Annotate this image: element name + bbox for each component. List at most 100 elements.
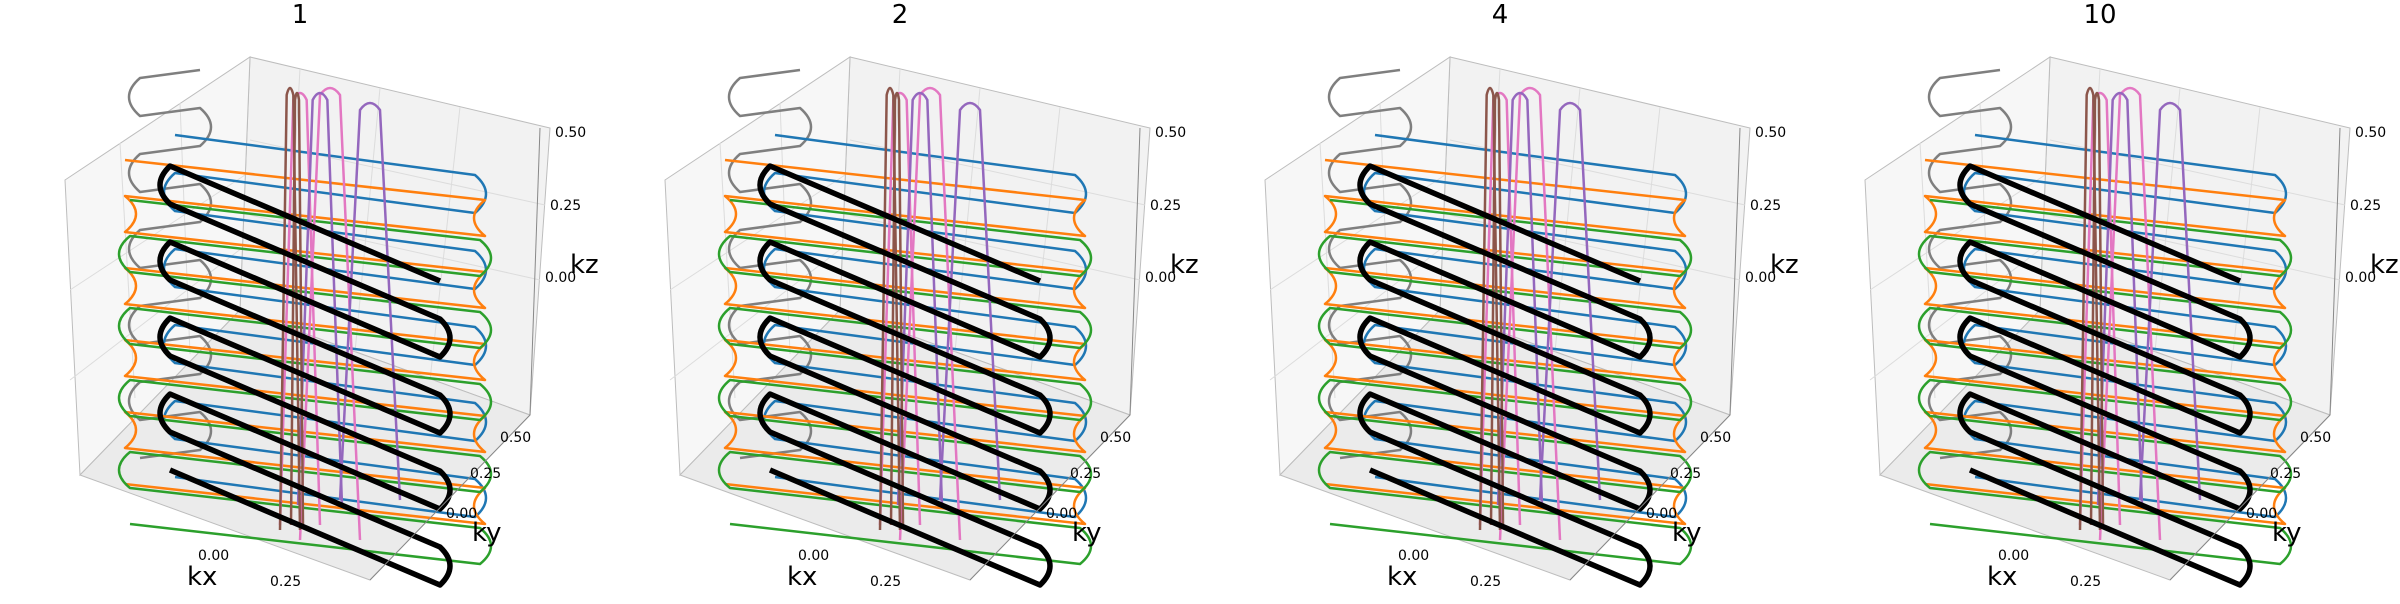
series-gray <box>127 68 213 460</box>
series-gray <box>1327 68 1413 460</box>
series-pink <box>298 86 362 541</box>
grid-line <box>1554 87 1581 353</box>
grid-line <box>1029 106 1061 381</box>
z-axis-title: kz <box>1170 250 1199 280</box>
series-pink <box>898 86 962 541</box>
series-gray <box>1927 68 2013 460</box>
axis-line <box>1569 414 1731 581</box>
grid-line <box>1269 174 1446 291</box>
series-black <box>157 163 453 588</box>
x-axis-title: kx <box>1987 562 2018 592</box>
series-orange <box>123 158 487 526</box>
panel-1 <box>64 56 551 588</box>
grid-line <box>2154 87 2181 353</box>
grid-line <box>249 214 541 281</box>
panel-title: 10 <box>2083 0 2117 30</box>
grid-line <box>1869 174 2046 291</box>
x-tick-label: 0.00 <box>1398 548 1430 564</box>
axis-line <box>969 414 1131 581</box>
x-tick-label: 0.00 <box>198 548 230 564</box>
y-tick-label: 0.50 <box>1700 430 1732 446</box>
z-tick-label: 0.00 <box>1145 270 1177 286</box>
x-tick-label: 0.25 <box>1470 574 1502 590</box>
z-axis-title: kz <box>1770 250 1799 280</box>
z-tick-label: 0.50 <box>1155 125 1187 141</box>
series-brown <box>889 91 905 526</box>
axis-line <box>2169 414 2331 581</box>
series-orange <box>723 158 1087 526</box>
panel-3 <box>1264 56 1751 588</box>
axis-line <box>2329 127 2341 416</box>
series-orange <box>1923 158 2287 526</box>
x-axis-title: kx <box>1387 562 1418 592</box>
series-black <box>1957 163 2253 588</box>
y-tick-label: 0.00 <box>1646 506 1678 522</box>
series-green <box>717 198 1093 566</box>
grid-line <box>429 106 461 381</box>
axis-line <box>529 127 541 416</box>
y-axis-title: ky <box>472 518 502 548</box>
series-purple <box>296 91 344 506</box>
grid-line <box>1869 247 2043 381</box>
panel-title: 2 <box>891 0 909 30</box>
series-brown <box>2089 91 2105 526</box>
series-black <box>1357 163 1653 588</box>
series-brown <box>1478 86 1502 531</box>
series-pink <box>2098 86 2162 541</box>
z-tick-label: 0.00 <box>1745 270 1777 286</box>
axis-line <box>369 414 531 581</box>
series-brown <box>2078 86 2102 531</box>
series-purple <box>1538 101 1602 501</box>
series-brown <box>878 86 902 531</box>
z-tick-label: 0.50 <box>555 125 587 141</box>
series-green <box>117 198 493 566</box>
grid-line <box>669 174 846 291</box>
grid-line <box>669 247 843 381</box>
x-axis-title: kx <box>787 562 818 592</box>
series-pink <box>1498 86 1562 541</box>
series-purple <box>2138 101 2202 501</box>
grid-line <box>1449 214 1741 281</box>
x-tick-label: 0.25 <box>870 574 902 590</box>
z-tick-label: 0.25 <box>1750 198 1782 214</box>
x-tick-label: 0.00 <box>798 548 830 564</box>
axis-line <box>1729 127 1741 416</box>
y-tick-label: 0.00 <box>446 506 478 522</box>
grid-line <box>954 87 981 353</box>
grid-line <box>849 214 1141 281</box>
y-axis-title: ky <box>2272 518 2302 548</box>
panel-title: 4 <box>1491 0 1509 30</box>
series-orange <box>1323 158 1687 526</box>
grid-line <box>1269 247 1443 381</box>
z-tick-label: 0.50 <box>1755 125 1787 141</box>
z-axis-title: kz <box>2370 250 2399 280</box>
x-tick-label: 0.25 <box>2070 574 2102 590</box>
x-axis-title: kx <box>187 562 218 592</box>
z-tick-label: 0.25 <box>550 198 582 214</box>
series-black <box>757 163 1053 588</box>
z-axis-title: kz <box>570 250 599 280</box>
panel-2 <box>664 56 1151 588</box>
x-tick-label: 0.00 <box>1998 548 2030 564</box>
z-tick-label: 0.50 <box>2355 125 2387 141</box>
y-tick-label: 0.25 <box>1070 466 1102 482</box>
y-tick-label: 0.00 <box>1046 506 1078 522</box>
y-tick-label: 0.50 <box>1100 430 1132 446</box>
series-purple <box>896 91 944 506</box>
series-purple <box>1496 91 1544 506</box>
z-tick-label: 0.25 <box>2350 198 2382 214</box>
z-tick-label: 0.00 <box>545 270 577 286</box>
series-purple <box>2096 91 2144 506</box>
grid-line <box>2049 214 2341 281</box>
grid-line <box>69 247 243 381</box>
x-tick-label: 0.25 <box>270 574 302 590</box>
panel-title: 1 <box>291 0 309 30</box>
z-tick-label: 0.00 <box>2345 270 2377 286</box>
grid-line <box>1629 106 1661 381</box>
series-green <box>1317 198 1693 566</box>
y-tick-label: 0.50 <box>2300 430 2332 446</box>
y-axis-title: ky <box>1672 518 1702 548</box>
panel-4 <box>1864 56 2351 588</box>
